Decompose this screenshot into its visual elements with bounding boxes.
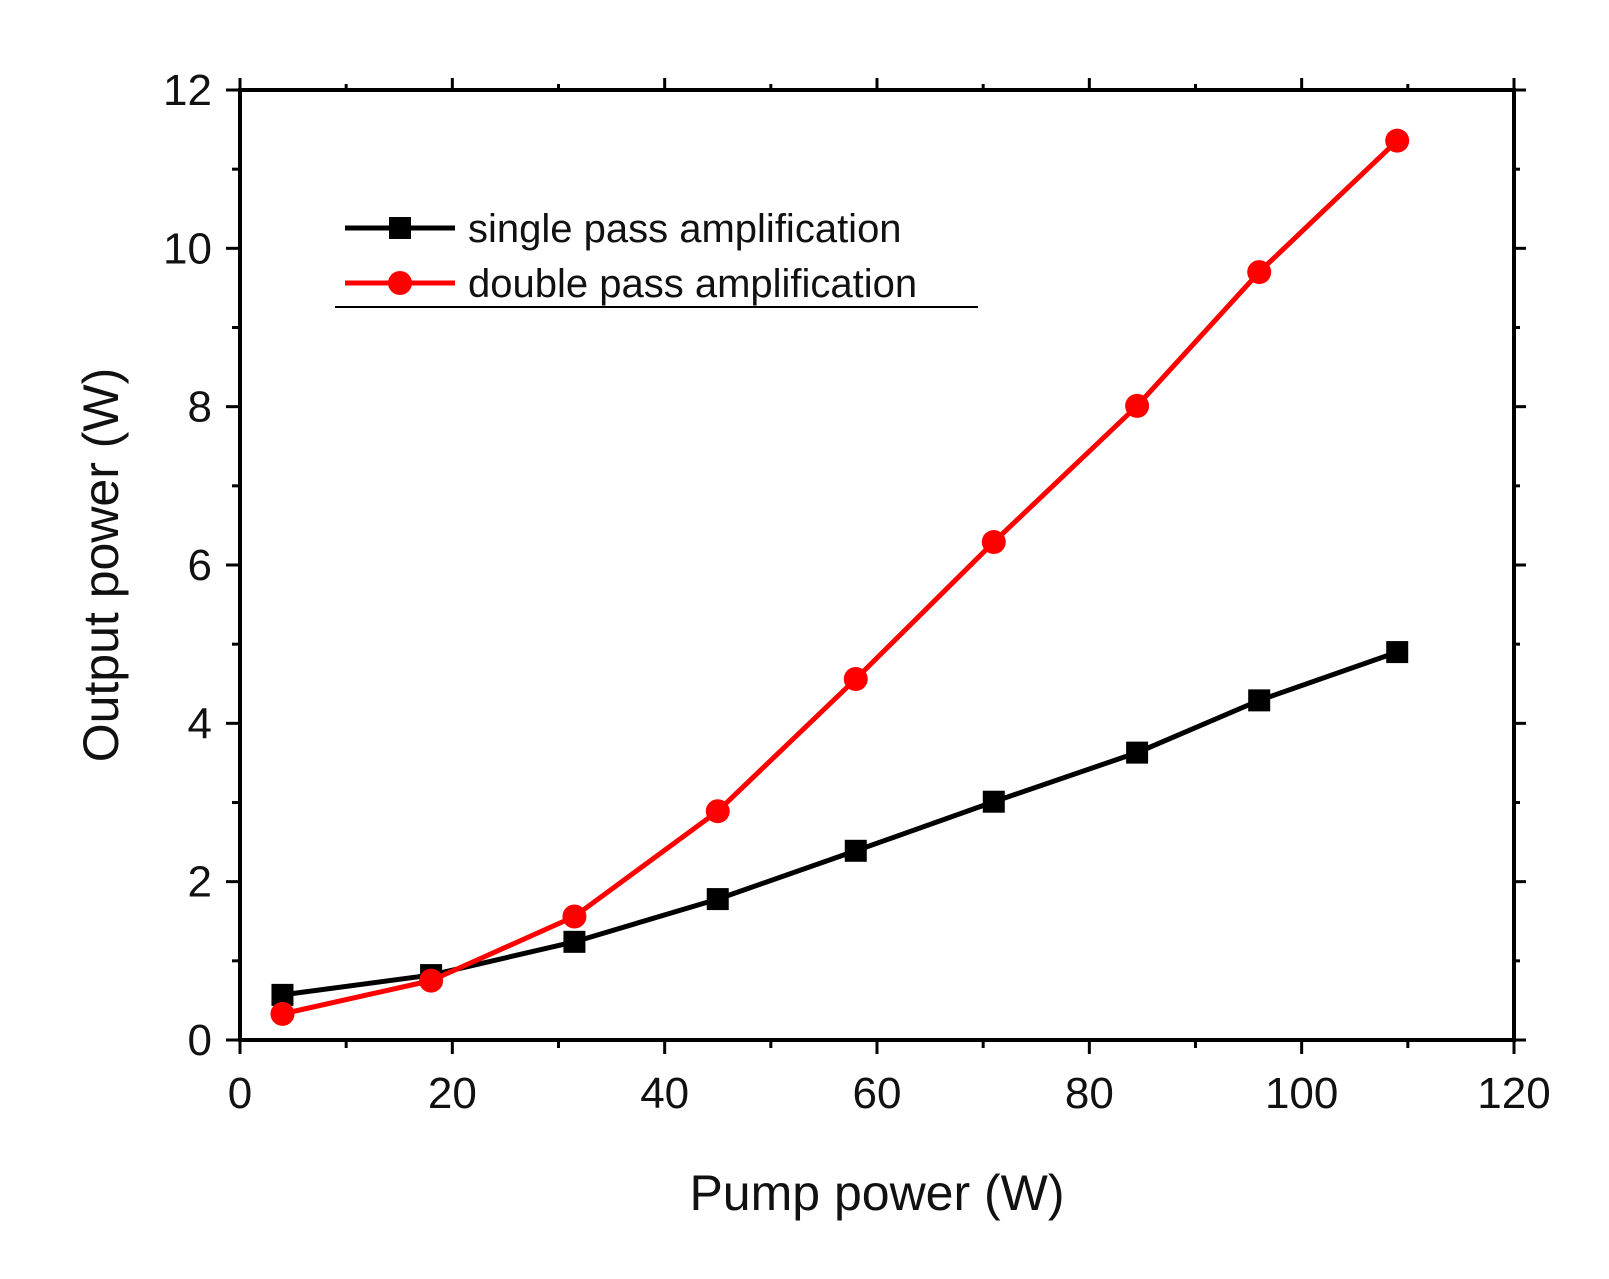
x-tick-label: 20 <box>428 1069 477 1118</box>
data-point-circle <box>270 1001 295 1026</box>
data-point-circle <box>843 667 868 691</box>
y-tick-label: 6 <box>188 541 212 590</box>
legend-entry-double-pass: double pass amplification <box>345 262 917 306</box>
legend-label: double pass amplification <box>468 262 917 306</box>
data-point-circle <box>419 968 444 993</box>
legend-marker-square <box>389 217 411 239</box>
data-point-square <box>1386 641 1409 664</box>
y-tick-label: 0 <box>188 1016 212 1065</box>
data-point-square <box>1126 741 1149 764</box>
y-axis-title: Output power (W) <box>73 368 129 763</box>
y-tick-label: 12 <box>163 66 212 115</box>
x-axis-title: Pump power (W) <box>689 1165 1064 1221</box>
x-tick-label: 100 <box>1265 1069 1338 1118</box>
x-tick-label: 80 <box>1065 1069 1114 1118</box>
legend-marker-circle <box>388 271 412 295</box>
y-tick-label: 10 <box>163 224 212 273</box>
y-tick-label: 8 <box>188 383 212 432</box>
legend-label: single pass amplification <box>468 207 902 251</box>
legend-entry-single-pass: single pass amplification <box>345 207 902 251</box>
x-tick-label: 40 <box>640 1069 689 1118</box>
data-point-circle <box>1385 128 1410 153</box>
data-point-circle <box>1247 260 1272 285</box>
y-tick-label: 2 <box>188 858 212 907</box>
data-point-square <box>1248 689 1271 712</box>
data-point-square <box>563 930 586 953</box>
data-point-square <box>706 888 729 911</box>
data-point-circle <box>981 530 1006 555</box>
data-point-circle <box>1125 393 1150 418</box>
data-point-circle <box>705 799 730 824</box>
x-tick-label: 60 <box>853 1069 902 1118</box>
x-tick-label: 120 <box>1477 1069 1550 1118</box>
data-point-square <box>982 790 1005 813</box>
y-tick-label: 4 <box>188 699 212 748</box>
data-point-circle <box>562 904 587 929</box>
data-point-square <box>271 983 294 1006</box>
data-point-square <box>844 839 867 862</box>
series-double-pass <box>270 128 1410 1026</box>
x-tick-label: 0 <box>228 1069 252 1118</box>
